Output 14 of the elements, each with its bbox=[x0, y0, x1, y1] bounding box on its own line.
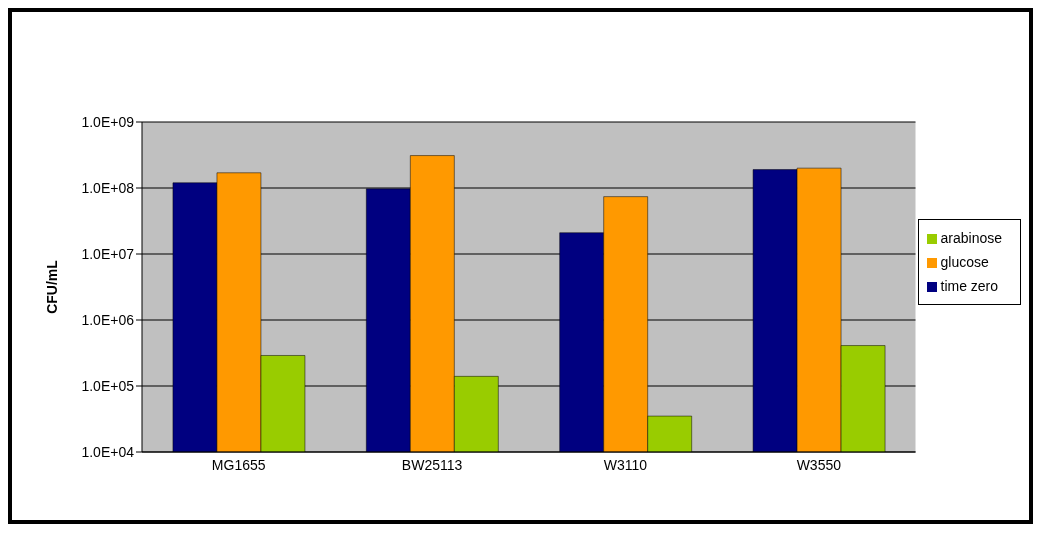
legend-label: arabinose bbox=[940, 230, 1002, 246]
x-tick-label: W3110 bbox=[603, 456, 648, 473]
y-tick-label: 1.0E+05 bbox=[81, 377, 135, 394]
y-tick-label: 1.0E+04 bbox=[81, 443, 135, 460]
y-tick-label: 1.0E+08 bbox=[81, 179, 135, 196]
legend-label: time zero bbox=[940, 278, 999, 294]
x-tick-label: BW25113 bbox=[401, 456, 463, 473]
x-tick-label: MG1655 bbox=[211, 456, 266, 473]
y-tick-label: 1.0E+09 bbox=[81, 113, 135, 130]
y-axis-title: CFU/mL bbox=[43, 259, 60, 314]
legend-label: glucose bbox=[940, 254, 989, 270]
y-tick-label: 1.0E+07 bbox=[81, 245, 135, 262]
x-tick-label: W3550 bbox=[796, 456, 842, 473]
y-tick-label: 1.0E+06 bbox=[81, 311, 135, 328]
